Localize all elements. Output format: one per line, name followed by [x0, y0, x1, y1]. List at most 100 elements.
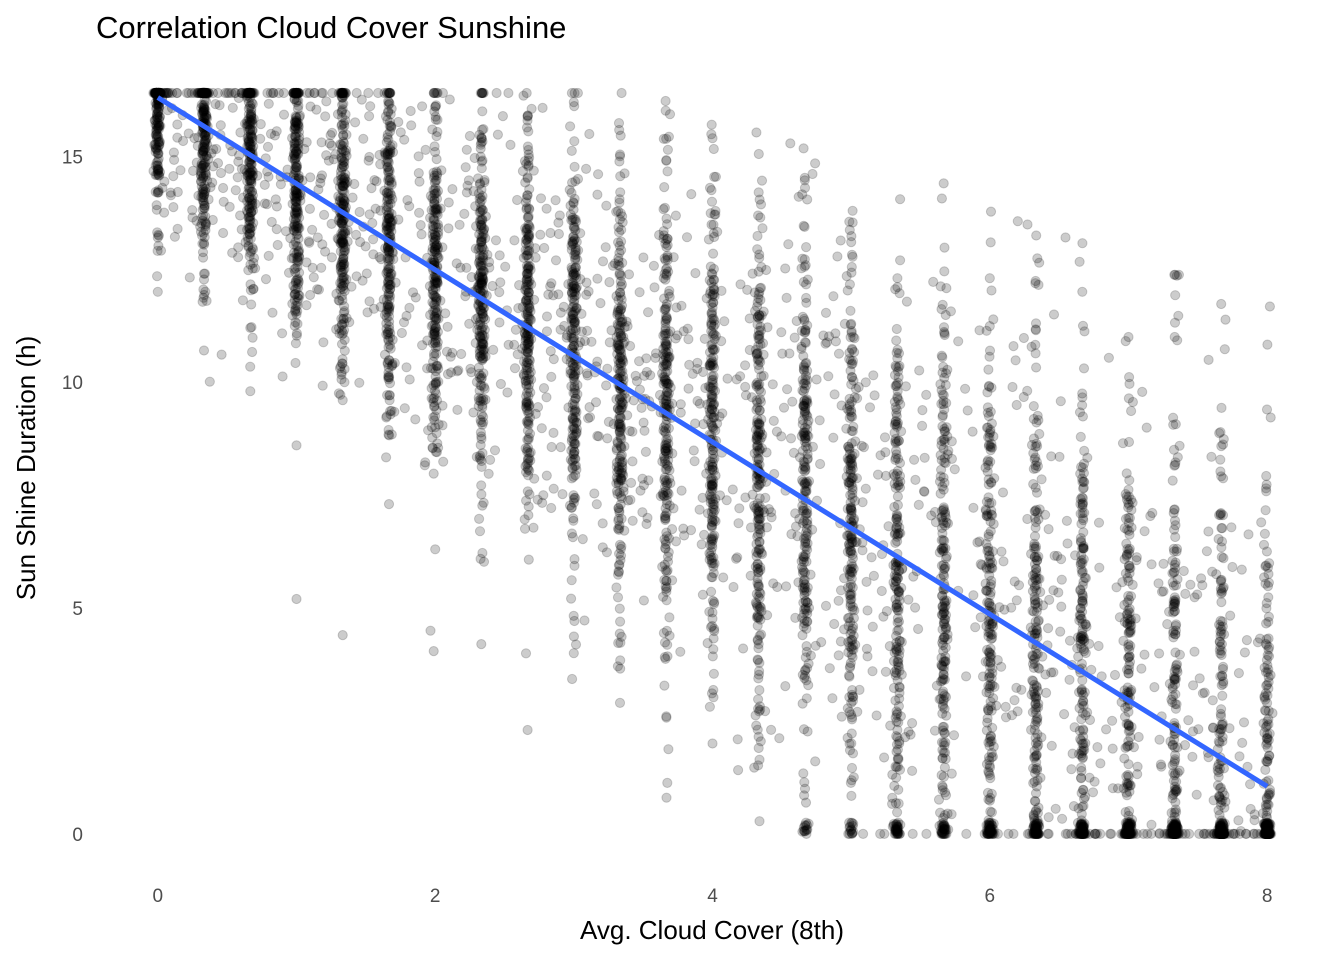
data-point	[385, 188, 396, 199]
data-point	[153, 168, 164, 179]
data-point	[153, 118, 164, 129]
data-point	[152, 163, 163, 174]
data-point	[846, 425, 857, 436]
data-point	[571, 423, 583, 435]
data-point	[892, 353, 903, 364]
data-point	[892, 344, 903, 355]
data-point	[801, 623, 812, 634]
data-point	[801, 693, 812, 704]
data-point	[568, 513, 579, 524]
data-point	[753, 742, 764, 754]
data-point	[707, 422, 718, 433]
data-point	[705, 261, 716, 272]
data-point	[152, 142, 164, 153]
data-point	[662, 144, 674, 155]
data-point	[754, 544, 765, 555]
data-point	[892, 807, 903, 818]
data-point	[151, 126, 162, 137]
data-point	[384, 339, 395, 350]
data-point	[982, 402, 994, 413]
data-point	[152, 87, 163, 99]
data-point	[524, 355, 536, 366]
data-point	[427, 297, 438, 308]
data-point	[150, 115, 161, 126]
data-point	[291, 593, 302, 605]
data-point	[842, 285, 853, 296]
data-point	[755, 562, 766, 573]
data-point	[154, 101, 165, 112]
data-point	[801, 297, 812, 308]
data-point	[1169, 515, 1181, 526]
data-point	[704, 606, 715, 617]
data-point	[1030, 348, 1041, 359]
data-point	[1077, 628, 1088, 639]
data-point	[801, 605, 813, 616]
data-point	[521, 268, 532, 279]
data-point	[660, 322, 671, 333]
data-point	[893, 701, 905, 712]
data-point	[338, 161, 350, 172]
data-point	[939, 266, 950, 277]
data-point	[846, 545, 857, 557]
data-point	[150, 87, 161, 99]
data-point	[1028, 401, 1039, 412]
data-point	[846, 790, 857, 802]
data-point	[943, 824, 954, 835]
data-point	[1034, 428, 1045, 440]
data-point	[984, 273, 995, 284]
data-point	[293, 276, 304, 287]
data-point	[151, 87, 162, 99]
data-point	[1167, 475, 1178, 486]
data-point	[198, 268, 210, 279]
data-point	[612, 523, 624, 534]
data-point	[430, 544, 441, 555]
data-point	[846, 371, 857, 383]
data-point	[801, 508, 812, 519]
data-point	[244, 211, 255, 222]
data-point	[247, 346, 258, 358]
data-point	[385, 220, 396, 231]
data-point	[151, 87, 162, 99]
data-point	[151, 87, 162, 99]
data-point	[755, 199, 767, 210]
data-point	[893, 605, 904, 616]
data-point	[846, 697, 857, 709]
data-point	[704, 480, 716, 491]
data-point	[476, 480, 487, 491]
data-point	[572, 254, 583, 265]
data-point	[707, 738, 718, 749]
data-point	[614, 247, 625, 258]
data-point	[936, 770, 947, 781]
data-point	[1077, 675, 1088, 686]
data-point	[430, 101, 441, 112]
data-point	[754, 283, 766, 294]
data-point	[614, 124, 625, 136]
data-point	[1169, 331, 1180, 343]
data-point	[153, 107, 164, 118]
data-point	[1077, 707, 1088, 719]
data-point	[150, 139, 161, 150]
data-point	[151, 87, 162, 99]
data-point	[1030, 693, 1042, 705]
data-point	[614, 269, 625, 280]
data-point	[847, 205, 858, 216]
data-point	[756, 175, 768, 186]
data-point	[154, 170, 165, 181]
data-point	[150, 119, 161, 130]
data-point	[151, 87, 162, 99]
data-point	[1120, 336, 1131, 347]
data-point	[152, 87, 163, 99]
data-point	[150, 169, 161, 181]
data-point	[615, 357, 626, 368]
data-point	[568, 610, 579, 622]
data-point	[936, 350, 947, 361]
data-point	[658, 627, 670, 639]
data-point	[1215, 797, 1227, 808]
data-point	[153, 102, 164, 114]
data-point	[383, 372, 395, 383]
data-point	[151, 87, 162, 99]
data-point	[1123, 706, 1134, 718]
data-point	[151, 87, 162, 99]
data-point	[986, 285, 997, 296]
data-point	[153, 164, 164, 176]
